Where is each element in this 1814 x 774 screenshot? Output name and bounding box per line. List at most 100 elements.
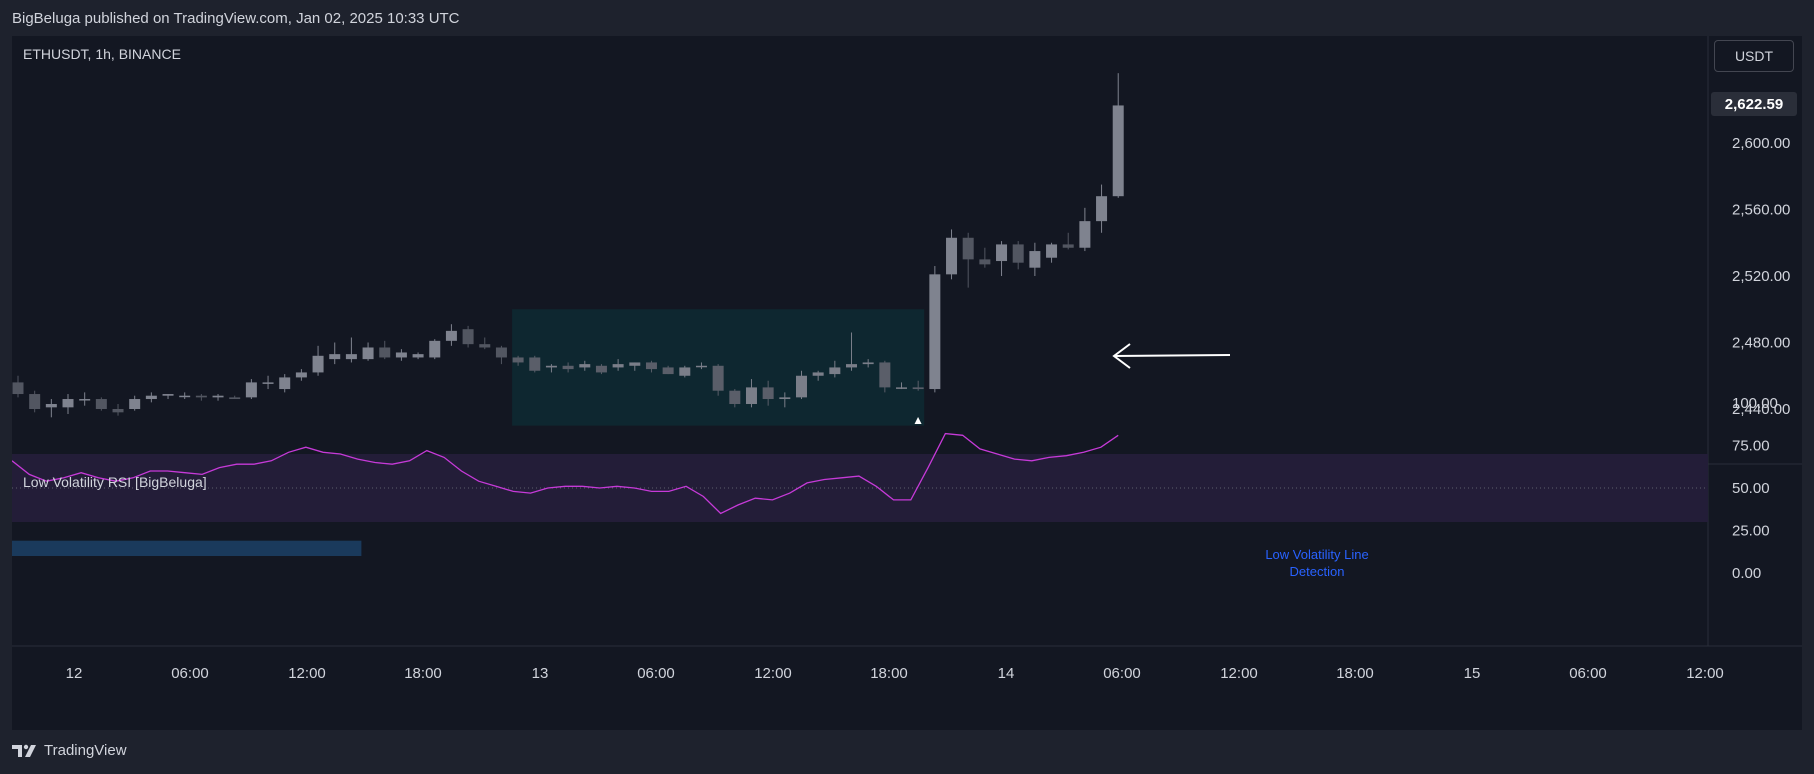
candle-body xyxy=(62,399,74,408)
chart-frame: ▲ 2,440.00 2,480.00 2,520.00 2,560.00 2,600.0… xyxy=(12,36,1802,730)
rsi-tick-label: 75.00 xyxy=(1732,438,1770,455)
candle-body xyxy=(745,387,757,405)
candle-body xyxy=(495,347,507,358)
currency-button[interactable]: USDT xyxy=(1714,40,1794,72)
price-tick-label: 2,480.00 xyxy=(1732,335,1790,352)
low-volatility-bar xyxy=(12,540,362,556)
candle-body xyxy=(145,395,157,400)
candle-body xyxy=(562,365,574,370)
candle-body xyxy=(445,330,457,341)
candle-body xyxy=(512,357,524,363)
candle-body xyxy=(1062,244,1074,248)
candle-body xyxy=(829,367,841,375)
candle-body xyxy=(412,354,424,358)
time-tick-label: 18:00 xyxy=(404,665,442,682)
candle-body xyxy=(979,259,991,265)
candle-body xyxy=(329,354,341,360)
time-tick-label: 12:00 xyxy=(288,665,326,682)
time-tick-label: 06:00 xyxy=(1569,665,1607,682)
candle-body xyxy=(912,387,924,390)
candle-body xyxy=(679,367,691,376)
candle-body xyxy=(779,397,791,400)
candle-body xyxy=(812,372,824,376)
time-tick-label: 13 xyxy=(532,665,549,682)
candle-body xyxy=(645,362,657,370)
time-tick-label: 06:00 xyxy=(1103,665,1141,682)
candle-body xyxy=(479,344,491,348)
time-tick-label: 18:00 xyxy=(870,665,908,682)
candle-body xyxy=(846,364,857,368)
indicator-label: Low Volatility RSI [BigBeluga] xyxy=(23,474,207,490)
rsi-tick-label: 25.00 xyxy=(1732,523,1770,540)
footer: TradingView xyxy=(12,742,127,759)
candle-body xyxy=(629,362,641,366)
candle-body xyxy=(462,329,474,345)
last-price-badge: 2,622.59 xyxy=(1711,92,1797,116)
candle-body xyxy=(79,399,91,401)
time-tick-label: 15 xyxy=(1464,665,1481,682)
annotation-text-line2: Detection xyxy=(1290,564,1345,579)
rsi-tick-label: 50.00 xyxy=(1732,480,1770,497)
candle-body xyxy=(595,365,607,373)
candle-body xyxy=(295,372,307,378)
annotation-text-line1: Low Volatility Line xyxy=(1265,547,1368,562)
candle-body xyxy=(545,365,557,368)
price-tick-label: 2,440.00 xyxy=(1732,401,1790,418)
candle-body xyxy=(946,237,958,275)
candle-body xyxy=(95,399,107,409)
candle-body xyxy=(1029,251,1041,268)
candle-body xyxy=(695,365,707,368)
rsi-tick-label: 0.00 xyxy=(1732,565,1761,582)
price-tick-label: 2,560.00 xyxy=(1732,202,1790,219)
time-tick-label: 12:00 xyxy=(1686,665,1724,682)
time-tick-label: 14 xyxy=(998,665,1015,682)
candle-body xyxy=(529,357,541,371)
price-tick-label: 2,520.00 xyxy=(1732,268,1790,285)
candle-body xyxy=(929,274,941,390)
rsi-tick-label: 100.00 xyxy=(1732,395,1778,412)
candle-body xyxy=(896,387,908,389)
publish-info: BigBeluga published on TradingView.com, … xyxy=(12,10,460,27)
signal-marker: ▲ xyxy=(912,413,924,427)
candle-body xyxy=(1012,244,1024,263)
candle-body xyxy=(29,394,41,409)
time-tick-label: 06:00 xyxy=(637,665,675,682)
candle-body xyxy=(879,362,891,388)
candle-body xyxy=(712,365,724,391)
candle-body xyxy=(229,397,241,400)
footer-brand[interactable]: TradingView xyxy=(44,742,127,759)
candle-body xyxy=(1096,196,1108,222)
candle-body xyxy=(1112,105,1124,197)
candle-body xyxy=(162,394,174,396)
time-tick-label: 12:00 xyxy=(754,665,792,682)
candle-body xyxy=(395,352,407,358)
candle-body xyxy=(612,364,624,368)
candle-body xyxy=(962,237,974,260)
candle-body xyxy=(45,404,57,408)
candle-body xyxy=(12,382,24,395)
symbol-label: ETHUSDT, 1h, BINANCE xyxy=(23,46,181,62)
candle-body xyxy=(262,382,274,384)
candle-body xyxy=(129,399,141,409)
candle-body xyxy=(179,395,191,398)
candle-body xyxy=(245,382,257,398)
time-tick-label: 06:00 xyxy=(171,665,209,682)
candle-body xyxy=(112,409,124,413)
candle-body xyxy=(1079,221,1091,248)
candle-body xyxy=(1046,244,1058,258)
candle-body xyxy=(212,395,224,398)
candle-body xyxy=(996,244,1008,262)
tradingview-logo-icon[interactable] xyxy=(12,743,38,759)
candle-body xyxy=(579,364,591,368)
rsi-line xyxy=(12,432,1119,515)
time-tick-label: 18:00 xyxy=(1336,665,1374,682)
candle-body xyxy=(795,375,807,398)
candle-body xyxy=(762,387,774,400)
chart-canvas[interactable]: ▲ 2,440.00 2,480.00 2,520.00 2,560.00 2,600.0… xyxy=(12,36,1802,730)
candle-body xyxy=(662,367,674,375)
candle-body xyxy=(362,347,374,360)
candle-body xyxy=(312,355,324,373)
candle-body xyxy=(862,362,874,365)
candle-body xyxy=(345,354,357,360)
candle-body xyxy=(429,340,441,358)
